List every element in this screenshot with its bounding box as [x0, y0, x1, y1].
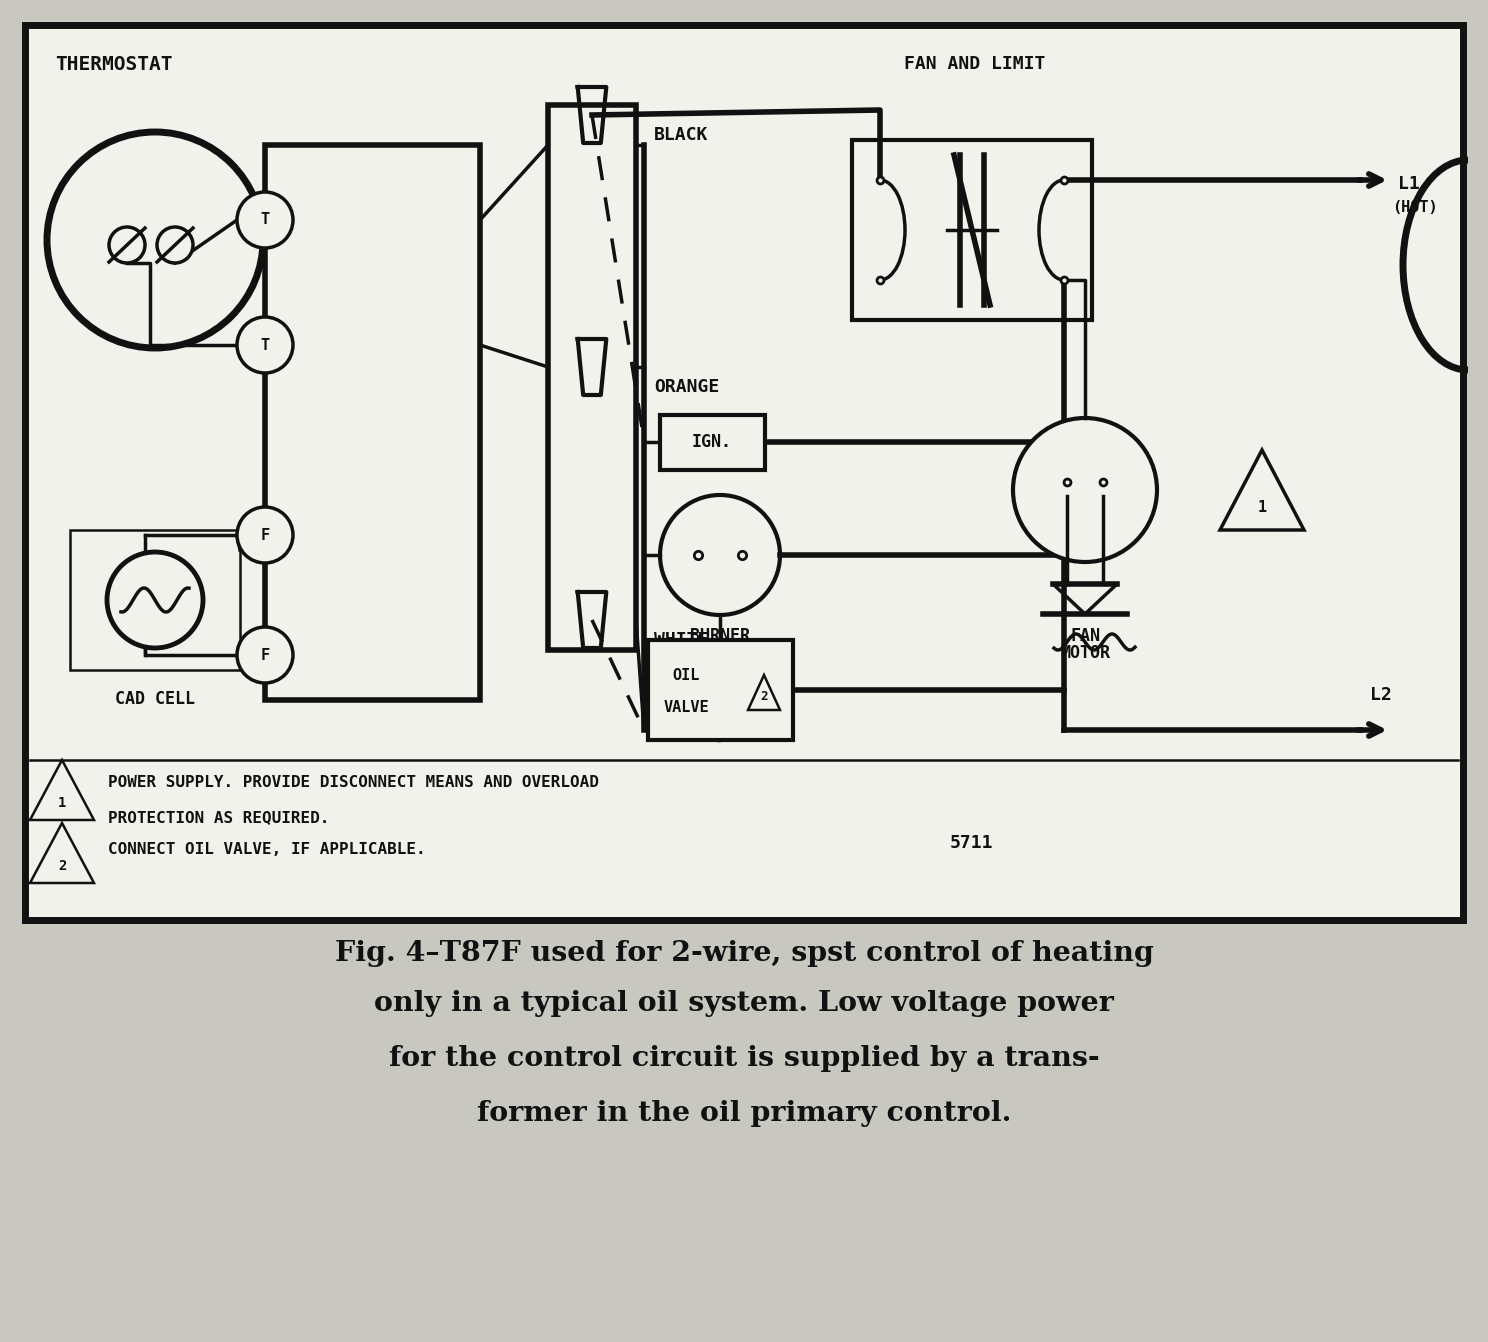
Bar [25, 25, 1463, 921]
Circle shape [237, 627, 293, 683]
Text: 5711: 5711 [949, 833, 994, 852]
Bar [70, 530, 240, 670]
Polygon shape [30, 760, 94, 820]
Text: 1: 1 [58, 796, 65, 811]
Text: L2: L2 [1370, 686, 1391, 705]
Text: OIL: OIL [673, 667, 699, 683]
Polygon shape [30, 823, 94, 883]
Text: 2: 2 [58, 859, 65, 874]
Text: MOTOR: MOTOR [1059, 644, 1110, 662]
Text: CAD CELL: CAD CELL [115, 690, 195, 709]
Text: BLACK: BLACK [655, 126, 708, 144]
Bar [853, 140, 1092, 319]
Text: IGN.: IGN. [692, 433, 732, 451]
Text: CONNECT OIL VALVE, IF APPLICABLE.: CONNECT OIL VALVE, IF APPLICABLE. [109, 841, 426, 858]
Text: Fig. 4–T87F used for 2-wire, spst control of heating: Fig. 4–T87F used for 2-wire, spst contro… [335, 939, 1153, 968]
Text: ORANGE: ORANGE [655, 378, 719, 396]
Circle shape [237, 317, 293, 373]
Bar [548, 105, 635, 650]
Text: POWER SUPPLY. PROVIDE DISCONNECT MEANS AND OVERLOAD: POWER SUPPLY. PROVIDE DISCONNECT MEANS A… [109, 774, 598, 790]
Text: T: T [260, 337, 269, 353]
Text: VALVE: VALVE [664, 701, 708, 715]
Text: T: T [260, 212, 269, 228]
Text: former in the oil primary control.: former in the oil primary control. [476, 1100, 1012, 1127]
Circle shape [237, 507, 293, 564]
Text: only in a typical oil system. Low voltage power: only in a typical oil system. Low voltag… [373, 990, 1115, 1017]
Circle shape [48, 132, 263, 348]
Bar [661, 415, 765, 470]
Polygon shape [748, 675, 780, 710]
Text: FAN AND LIMIT: FAN AND LIMIT [905, 55, 1046, 72]
Bar [265, 145, 481, 701]
Text: THERMOSTAT: THERMOSTAT [55, 55, 173, 74]
Text: 2: 2 [760, 691, 768, 703]
Text: WHITE: WHITE [655, 631, 708, 650]
Text: FAN: FAN [1070, 627, 1100, 646]
Circle shape [237, 192, 293, 248]
Circle shape [109, 227, 144, 263]
Text: for the control circuit is supplied by a trans-: for the control circuit is supplied by a… [388, 1045, 1100, 1072]
Text: F: F [260, 647, 269, 663]
Circle shape [107, 552, 202, 648]
Text: 1: 1 [1257, 501, 1266, 515]
Bar [647, 640, 793, 739]
Text: PROTECTION AS REQUIRED.: PROTECTION AS REQUIRED. [109, 811, 329, 825]
Text: L1: L1 [1399, 174, 1420, 193]
Polygon shape [1220, 450, 1303, 530]
Text: (HOT): (HOT) [1391, 200, 1437, 215]
Circle shape [158, 227, 193, 263]
Circle shape [661, 495, 780, 615]
Text: BURNER: BURNER [690, 627, 750, 646]
Text: F: F [260, 527, 269, 542]
Circle shape [1013, 417, 1158, 562]
